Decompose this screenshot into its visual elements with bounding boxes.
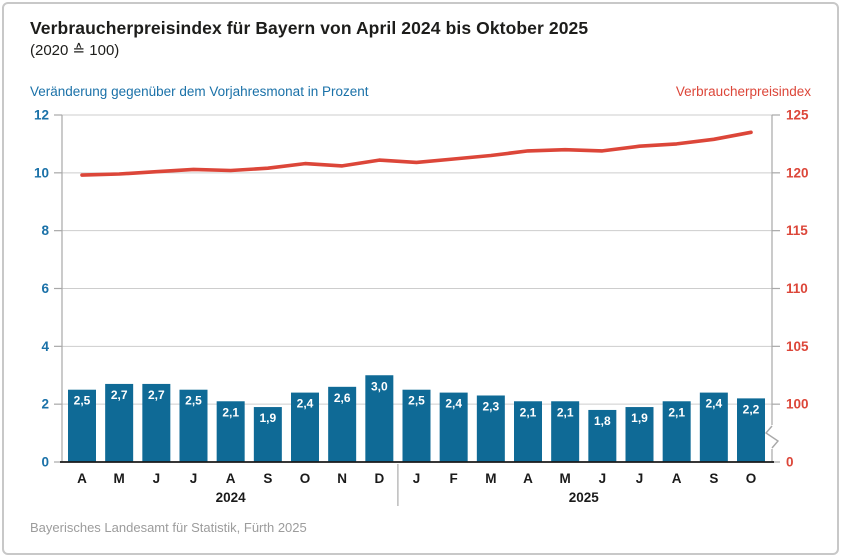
right-axis-tick-label: 115 [786, 223, 808, 238]
bar-value-label: 3,0 [371, 379, 388, 393]
bar-value-label: 2,4 [445, 397, 462, 411]
right-axis-tick-label: 120 [786, 165, 809, 180]
bar [476, 395, 505, 462]
left-axis-tick-label: 4 [41, 339, 49, 354]
right-axis-tick-label: 100 [786, 397, 809, 412]
bar-value-label: 1,9 [631, 411, 648, 425]
left-axis-tick-label: 12 [34, 108, 49, 123]
month-label: O [746, 471, 757, 486]
month-label: A [77, 471, 87, 486]
right-axis-tick-label: 105 [786, 339, 809, 354]
left-axis-title: Veränderung gegenüber dem Vorjahresmonat… [30, 84, 369, 99]
left-axis-tick-label: 0 [41, 455, 49, 470]
month-label: M [114, 471, 125, 486]
left-axis-tick-label: 2 [41, 397, 49, 412]
bar [253, 407, 282, 462]
bar [328, 386, 357, 462]
bar [625, 407, 654, 462]
source-note: Bayerisches Landesamt für Statistik, Für… [30, 520, 307, 535]
bar [439, 392, 468, 462]
year-label: 2025 [569, 490, 600, 505]
month-label: J [190, 471, 198, 486]
bar-value-label: 1,8 [594, 414, 611, 428]
bar-value-label: 2,7 [111, 388, 128, 402]
bar-value-label: 2,1 [222, 405, 239, 419]
bar-value-label: 2,5 [185, 394, 202, 408]
bar [514, 401, 542, 462]
axis-break-icon [764, 425, 780, 449]
month-label: S [709, 471, 718, 486]
bar-value-label: 2,2 [743, 402, 760, 416]
bar [105, 383, 134, 462]
bar-value-label: 2,1 [557, 405, 574, 419]
bar [68, 389, 96, 462]
bar [216, 401, 245, 462]
bar-value-label: 2,7 [148, 388, 165, 402]
bar-value-label: 2,1 [668, 405, 685, 419]
chart-subtitle: (2020 ≙ 100) [30, 42, 120, 59]
month-label: J [413, 471, 421, 486]
left-axis-tick-label: 8 [41, 223, 49, 238]
month-label: O [300, 471, 311, 486]
right-axis-tick-label: 125 [786, 108, 809, 123]
month-label: J [636, 471, 644, 486]
bar-value-label: 2,4 [297, 397, 314, 411]
bar [365, 375, 394, 462]
bar-value-label: 2,3 [482, 399, 499, 413]
month-label: S [263, 471, 272, 486]
left-axis-tick-label: 10 [34, 165, 49, 180]
left-axis-tick-label: 6 [41, 281, 49, 296]
month-label: N [337, 471, 347, 486]
month-label: J [153, 471, 161, 486]
bar-value-label: 1,9 [259, 411, 276, 425]
chart-title: Verbraucherpreisindex für Bayern von Apr… [30, 18, 589, 38]
right-axis-title: Verbraucherpreisindex [675, 84, 811, 99]
bar [737, 398, 765, 462]
bar-value-label: 2,4 [705, 397, 722, 411]
bar-value-label: 2,6 [334, 391, 351, 405]
bar [699, 392, 728, 462]
cpi-line [80, 130, 753, 177]
right-axis-tick-label: 110 [786, 281, 808, 296]
month-label: D [374, 471, 384, 486]
month-label: A [672, 471, 682, 486]
bar [551, 401, 580, 462]
month-label: J [599, 471, 607, 486]
month-label: A [226, 471, 236, 486]
right-axis-zero-label: 0 [786, 455, 794, 470]
month-label: M [560, 471, 571, 486]
year-label: 2024 [216, 490, 247, 505]
bar [402, 389, 431, 462]
bar [662, 401, 691, 462]
bar-value-label: 2,5 [74, 394, 91, 408]
bar [142, 383, 171, 462]
bar [179, 389, 208, 462]
month-label: F [450, 471, 458, 486]
bar-value-label: 2,1 [520, 405, 537, 419]
month-label: A [523, 471, 533, 486]
bar [588, 409, 617, 462]
month-label: M [485, 471, 496, 486]
bar-value-label: 2,5 [408, 394, 425, 408]
bar [291, 392, 319, 462]
